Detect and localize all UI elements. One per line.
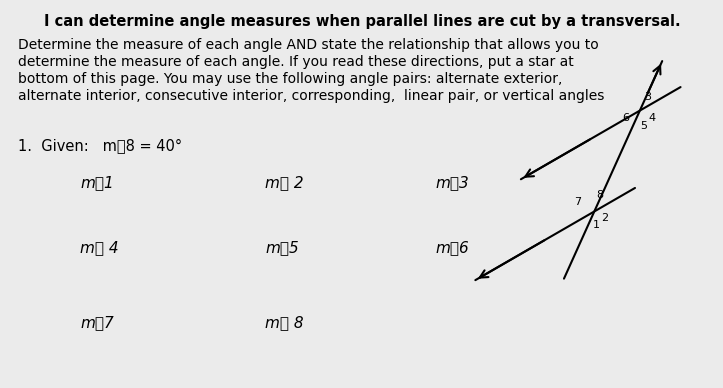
Text: m⨿ 8: m⨿ 8 bbox=[265, 315, 304, 330]
Text: 6: 6 bbox=[622, 113, 629, 123]
Text: m⨿3: m⨿3 bbox=[435, 175, 469, 190]
Text: bottom of this page. You may use the following angle pairs: alternate exterior,: bottom of this page. You may use the fol… bbox=[18, 72, 562, 86]
Text: Determine the measure of each angle AND state the relationship that allows you t: Determine the measure of each angle AND … bbox=[18, 38, 599, 52]
Text: alternate interior, consecutive interior, corresponding,  linear pair, or vertic: alternate interior, consecutive interior… bbox=[18, 89, 604, 103]
Text: m⨿7: m⨿7 bbox=[80, 315, 114, 330]
Text: 4: 4 bbox=[649, 113, 656, 123]
Text: 2: 2 bbox=[602, 213, 609, 223]
Text: 7: 7 bbox=[575, 197, 582, 207]
Text: m⨿5: m⨿5 bbox=[265, 240, 299, 255]
Text: 1.  Given:   m⨿8 = 40°: 1. Given: m⨿8 = 40° bbox=[18, 138, 182, 153]
Text: determine the measure of each angle. If you read these directions, put a star at: determine the measure of each angle. If … bbox=[18, 55, 574, 69]
Text: m⨿ 4: m⨿ 4 bbox=[80, 240, 119, 255]
Text: m⨿6: m⨿6 bbox=[435, 240, 469, 255]
Text: m⨿1: m⨿1 bbox=[80, 175, 114, 190]
Text: I can determine angle measures when parallel lines are cut by a transversal.: I can determine angle measures when para… bbox=[43, 14, 680, 29]
Text: m⨿ 2: m⨿ 2 bbox=[265, 175, 304, 190]
Text: 5: 5 bbox=[640, 121, 647, 132]
Text: 3: 3 bbox=[644, 92, 651, 102]
Text: 8: 8 bbox=[596, 190, 603, 200]
Text: 1: 1 bbox=[593, 220, 599, 230]
